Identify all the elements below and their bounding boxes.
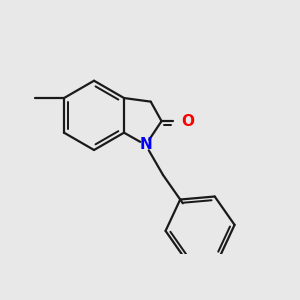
Text: O: O	[182, 114, 195, 129]
Text: N: N	[139, 137, 152, 152]
